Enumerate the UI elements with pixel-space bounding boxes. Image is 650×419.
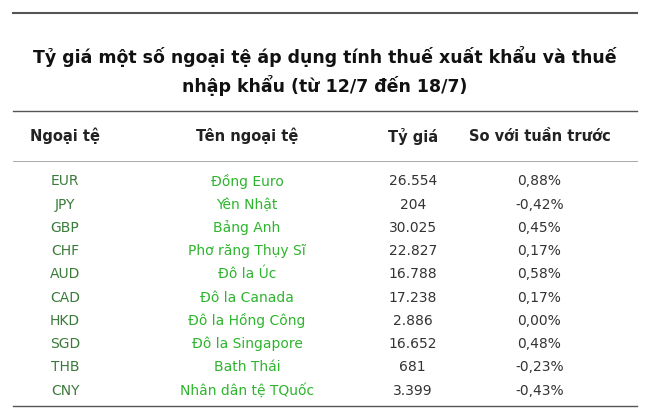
Text: GBP: GBP — [51, 221, 79, 235]
Text: Đô la Canada: Đô la Canada — [200, 291, 294, 305]
Text: -0,42%: -0,42% — [515, 198, 564, 212]
Text: Đồng Euro: Đồng Euro — [211, 174, 283, 189]
Text: EUR: EUR — [51, 174, 79, 188]
Text: 2.886: 2.886 — [393, 314, 433, 328]
Text: CAD: CAD — [50, 291, 80, 305]
Text: Đô la Hồng Công: Đô la Hồng Công — [188, 313, 306, 328]
Text: 681: 681 — [400, 360, 426, 374]
Text: 0,88%: 0,88% — [517, 174, 562, 188]
Text: Nhân dân tệ TQuốc: Nhân dân tệ TQuốc — [180, 383, 314, 398]
Text: Tên ngoại tệ: Tên ngoại tệ — [196, 128, 298, 145]
Text: Ngoại tệ: Ngoại tệ — [30, 128, 100, 145]
Text: 0,45%: 0,45% — [517, 221, 562, 235]
Text: Tỷ giá một số ngoại tệ áp dụng tính thuế xuất khẩu và thuế: Tỷ giá một số ngoại tệ áp dụng tính thuế… — [33, 46, 617, 67]
Text: CNY: CNY — [51, 384, 79, 398]
Text: nhập khẩu (từ 12/7 đến 18/7): nhập khẩu (từ 12/7 đến 18/7) — [182, 75, 468, 96]
Text: THB: THB — [51, 360, 79, 374]
Text: Bảng Anh: Bảng Anh — [213, 220, 281, 235]
Text: JPY: JPY — [55, 198, 75, 212]
Text: -0,43%: -0,43% — [515, 384, 564, 398]
Text: Đô la Úc: Đô la Úc — [218, 267, 276, 281]
Text: So với tuần trước: So với tuần trước — [469, 129, 610, 144]
Text: -0,23%: -0,23% — [515, 360, 564, 374]
Text: Tỷ giá: Tỷ giá — [387, 128, 438, 145]
Text: HKD: HKD — [50, 314, 80, 328]
Text: 30.025: 30.025 — [389, 221, 437, 235]
Text: 0,58%: 0,58% — [517, 267, 562, 281]
Text: 0,00%: 0,00% — [517, 314, 562, 328]
Text: Đô la Singapore: Đô la Singapore — [192, 337, 302, 352]
Text: 0,17%: 0,17% — [517, 291, 562, 305]
Text: 17.238: 17.238 — [389, 291, 437, 305]
Text: 16.652: 16.652 — [389, 337, 437, 351]
Text: 0,48%: 0,48% — [517, 337, 562, 351]
Text: 26.554: 26.554 — [389, 174, 437, 188]
Text: 16.788: 16.788 — [389, 267, 437, 281]
Text: 0,17%: 0,17% — [517, 244, 562, 258]
Text: 22.827: 22.827 — [389, 244, 437, 258]
Text: Yên Nhật: Yên Nhật — [216, 198, 278, 212]
Text: AUD: AUD — [50, 267, 80, 281]
Text: Bath Thái: Bath Thái — [214, 360, 280, 374]
Text: 3.399: 3.399 — [393, 384, 432, 398]
Text: SGD: SGD — [50, 337, 80, 351]
Text: 204: 204 — [400, 198, 426, 212]
Text: Phơ răng Thụy Sĩ: Phơ răng Thụy Sĩ — [188, 244, 306, 258]
Text: CHF: CHF — [51, 244, 79, 258]
